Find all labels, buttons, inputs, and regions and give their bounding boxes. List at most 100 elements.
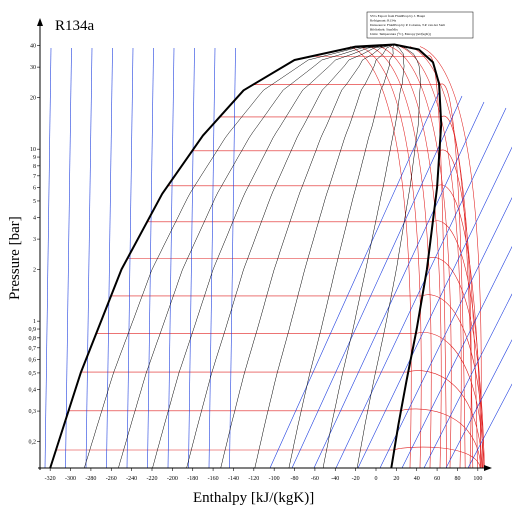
isentrope-line bbox=[147, 47, 154, 469]
isentrope-line bbox=[401, 246, 512, 469]
isotherm-line bbox=[369, 46, 432, 469]
x-axis-arrow bbox=[484, 465, 492, 471]
x-tick-label: 0 bbox=[375, 476, 378, 482]
y-tick-label: 10 bbox=[30, 147, 36, 153]
isentrope-line bbox=[65, 47, 72, 469]
isentrope-line bbox=[313, 101, 485, 469]
isotherm-line bbox=[127, 257, 485, 469]
isentrope-line bbox=[208, 47, 216, 469]
axes: -320 -300 -280 -260 -240 -220 -200 -180 -160 -140… bbox=[29, 18, 492, 482]
isotherm-line bbox=[399, 46, 462, 469]
quality-line bbox=[288, 44, 395, 469]
isentrope-line bbox=[188, 47, 195, 469]
quality-line bbox=[186, 44, 395, 469]
isentrope-line bbox=[269, 89, 441, 469]
quality-line bbox=[322, 44, 405, 469]
isotherm-line bbox=[349, 46, 412, 469]
isentrope-line bbox=[167, 47, 175, 469]
x-tick-label: -160 bbox=[208, 476, 219, 482]
info-line: Units: Temperature [°C], Entropy [kJ/(kg… bbox=[370, 32, 431, 37]
x-tick-label: -240 bbox=[126, 476, 137, 482]
isentrope-line bbox=[467, 383, 512, 469]
isotherm-line bbox=[359, 46, 422, 469]
isentrope-line bbox=[335, 107, 507, 469]
x-tick-label: 20 bbox=[393, 476, 399, 482]
isotherm-line bbox=[419, 46, 482, 469]
x-tick-label: 80 bbox=[454, 476, 460, 482]
quality-line bbox=[152, 44, 395, 469]
isotherm-line bbox=[253, 83, 466, 469]
x-tick-label: -120 bbox=[248, 476, 259, 482]
y-tick-label: 4 bbox=[33, 216, 36, 222]
x-tick-label: -180 bbox=[187, 476, 198, 482]
y-tick-label: 5 bbox=[33, 199, 36, 205]
saturation-curve bbox=[49, 43, 443, 469]
isotherm-line bbox=[111, 294, 485, 469]
x-tick-label: 40 bbox=[414, 476, 420, 482]
isentrope-line bbox=[291, 95, 463, 469]
y-tick-label: 2 bbox=[33, 267, 36, 273]
quality-line bbox=[254, 44, 395, 469]
y-tick-label: 0,6 bbox=[29, 357, 37, 363]
y-tick-label: 1 bbox=[33, 319, 36, 325]
info-line: Refrigerant: R134a bbox=[370, 19, 397, 23]
isotherm-line bbox=[147, 220, 484, 469]
isentrope-line bbox=[126, 47, 134, 469]
x-tick-label: -20 bbox=[352, 476, 360, 482]
x-axis-label: Enthalpy [kJ/(kgK)] bbox=[193, 490, 314, 506]
y-axis-ticks: 0,2 0,3 0,4 0,5 0,6 0,7 0,8 0,9 1 2 3 4 5 6 7 8 9 10 20 30 4… bbox=[29, 44, 40, 445]
isotherm-line bbox=[56, 446, 481, 469]
info-box: SVG Export from FluidProp by J. Haupt Re… bbox=[366, 11, 474, 39]
info-line: SVG Export from FluidProp by J. Haupt bbox=[370, 14, 425, 18]
quality-line bbox=[84, 44, 395, 469]
isotherm-line bbox=[389, 46, 452, 469]
y-tick-label: 30 bbox=[30, 65, 36, 71]
y-tick-label: 9 bbox=[33, 155, 36, 161]
x-tick-label: -40 bbox=[331, 476, 339, 482]
y-tick-label: 0,7 bbox=[29, 346, 37, 352]
isentrope-line bbox=[229, 47, 236, 469]
isentrope-line bbox=[379, 197, 512, 469]
y-tick-label: 40 bbox=[30, 44, 36, 50]
isotherm-line bbox=[310, 55, 447, 469]
y-tick-label: 7 bbox=[33, 174, 36, 180]
y-axis-arrow bbox=[37, 18, 43, 26]
x-tick-label: 100 bbox=[473, 476, 482, 482]
x-tick-label: -140 bbox=[228, 476, 239, 482]
isentrope-line bbox=[85, 47, 93, 469]
x-tick-label: -100 bbox=[269, 476, 280, 482]
x-tick-label: -320 bbox=[45, 476, 56, 482]
y-tick-label: 20 bbox=[30, 95, 36, 101]
x-tick-label: -300 bbox=[65, 476, 76, 482]
x-axis-ticks: -320 -300 -280 -260 -240 -220 -200 -180 -160 -140… bbox=[45, 468, 482, 482]
isotherm-line bbox=[409, 46, 472, 469]
x-tick-label: -280 bbox=[85, 476, 96, 482]
chart-title: R134a bbox=[55, 18, 95, 34]
x-tick-label: -260 bbox=[106, 476, 117, 482]
x-tick-label: 60 bbox=[434, 476, 440, 482]
isotherm-line bbox=[68, 408, 482, 469]
isotherm-line bbox=[219, 115, 474, 469]
isentrope-line bbox=[423, 293, 512, 469]
info-line: Datasource: FluidProp by P. Colonna, T.P… bbox=[370, 23, 445, 28]
x-tick-label: -80 bbox=[291, 476, 299, 482]
y-tick-label: 0,2 bbox=[29, 439, 37, 445]
y-tick-label: 0,9 bbox=[29, 327, 37, 333]
x-tick-label: -220 bbox=[147, 476, 158, 482]
y-tick-label: 8 bbox=[33, 164, 36, 170]
isentrope-lines bbox=[44, 47, 512, 469]
y-tick-label: 6 bbox=[33, 185, 36, 191]
isentrope-line bbox=[445, 339, 512, 469]
info-box-frame bbox=[366, 11, 474, 39]
isotherm-line bbox=[192, 149, 478, 469]
quality-line bbox=[118, 44, 395, 469]
isentrope-line bbox=[106, 47, 113, 469]
y-tick-label: 3 bbox=[33, 237, 36, 243]
y-tick-label: 0,8 bbox=[29, 336, 37, 342]
plot-area bbox=[44, 43, 512, 469]
isotherm-lines bbox=[56, 46, 485, 469]
x-tick-label: -200 bbox=[167, 476, 178, 482]
isentrope-line bbox=[44, 47, 52, 469]
quality-line bbox=[356, 44, 421, 469]
